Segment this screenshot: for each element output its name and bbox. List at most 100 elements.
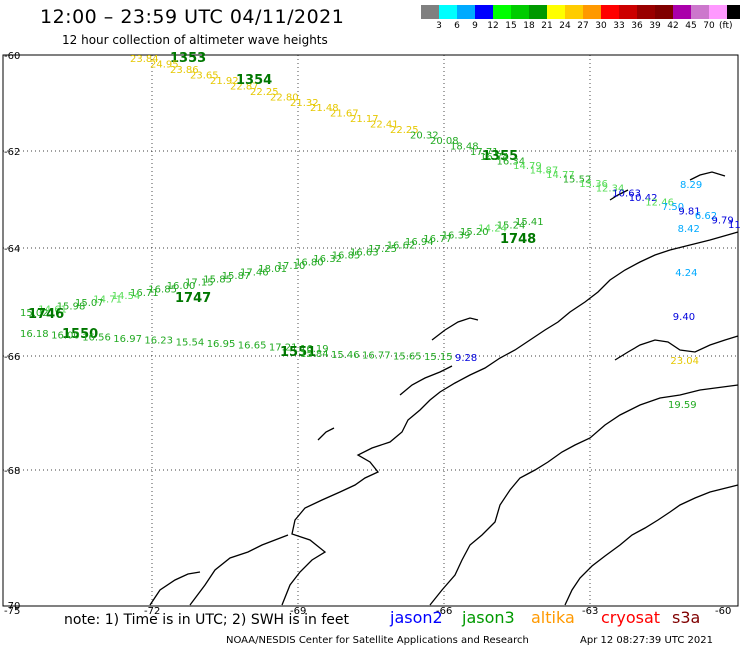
- wave-height-value: 6.62: [695, 211, 717, 222]
- wave-height-value: 17.46: [240, 268, 269, 279]
- wave-height-value: 8.29: [680, 180, 702, 191]
- pass-number-label: 1550: [62, 327, 98, 342]
- wave-height-value: 15.65: [393, 351, 422, 362]
- latitude-label: -60: [4, 51, 20, 62]
- color-scale-swatch: [565, 5, 583, 19]
- wave-height-value: 22.41: [370, 120, 399, 131]
- satellite-legend-s3a: s3a: [672, 608, 701, 627]
- wave-height-value: 15.52: [563, 175, 592, 186]
- pass-number-label: 1747: [175, 291, 211, 306]
- wave-height-value: 7.50: [662, 202, 684, 213]
- wave-height-value: 23.84: [130, 54, 159, 65]
- wave-height-value: 15.46: [331, 350, 360, 361]
- wave-height-value: 21.92: [210, 76, 239, 87]
- wave-height-value: 16.85: [332, 251, 361, 262]
- color-scale-swatch: [529, 5, 547, 19]
- wave-height-tracks: 135323.8424.9523.8623.6521.9222.8722.252…: [20, 51, 740, 411]
- wave-height-value: 20.32: [410, 131, 439, 142]
- wave-height-value: 10.42: [629, 193, 658, 204]
- wave-height-value: 17.21: [269, 342, 298, 353]
- longitude-labels: -75 -72 -69 -66 -63 -60: [4, 606, 731, 617]
- color-scale-swatch: [619, 5, 637, 19]
- wave-height-value: 16.00: [51, 331, 80, 342]
- latitude-label: -66: [4, 352, 20, 363]
- wave-height-value: 16.00: [167, 281, 196, 292]
- wave-height-value: 9.81: [678, 206, 700, 217]
- color-scale-label: 6: [454, 21, 460, 31]
- pass-number-label: 1353: [170, 51, 206, 66]
- color-scale-swatch: [439, 5, 457, 19]
- wave-height-value: 20.08: [430, 136, 459, 147]
- longitude-label: -66: [436, 606, 452, 617]
- longitude-label: -72: [144, 606, 160, 617]
- wave-height-value: 14.87: [530, 166, 559, 177]
- latitude-labels: -60 -62 -64 -66 -68 -70: [4, 51, 20, 612]
- wave-height-value: 14.71: [93, 295, 122, 306]
- wave-height-value: 17.15: [185, 278, 214, 289]
- color-scale-swatch: [727, 5, 740, 19]
- longitude-label: -63: [582, 606, 598, 617]
- color-scale-label: 27: [577, 21, 589, 31]
- wave-height-value: 16.23: [144, 336, 173, 347]
- wave-height-value: 15.15: [424, 352, 453, 363]
- color-scale-labels: 3 6 9 12 15 18 21 24 27 30 33 36 39 42 45 70: [421, 21, 718, 31]
- wave-height-value: 16.32: [313, 254, 342, 265]
- wave-height-value: 15.84: [300, 349, 329, 360]
- color-scale-swatch: [673, 5, 691, 19]
- wave-height-value: 22.87: [230, 81, 259, 92]
- wave-height-value: 16.65: [238, 341, 267, 352]
- wave-height-value: 16.85: [148, 284, 177, 295]
- satellite-legend-jason2: jason2: [390, 608, 443, 627]
- wave-height-value: 9.79: [712, 216, 734, 227]
- wave-height-value: 24.95: [150, 60, 179, 71]
- wave-height-value: 21.48: [310, 103, 339, 114]
- credit-line: NOAA/NESDIS Center for Satellite Applica…: [226, 635, 529, 646]
- footnote: note: 1) Time is in UTC; 2) SWH is in fe…: [64, 612, 350, 628]
- wave-height-value: 16.39: [442, 231, 471, 242]
- timestamp: Apr 12 08:27:39 UTC 2021: [580, 635, 713, 646]
- wave-height-value: 16.34: [497, 157, 526, 168]
- color-scale-swatch: [475, 5, 493, 19]
- wave-height-value: 9.28: [455, 353, 477, 364]
- color-scale-label: 42: [667, 21, 679, 31]
- wave-height-value: 10.63: [612, 188, 641, 199]
- color-scale-label: 36: [631, 21, 643, 31]
- color-scale-swatch: [421, 5, 439, 19]
- color-scale-label: 12: [487, 21, 499, 31]
- color-scale-bar: [421, 5, 740, 19]
- latitude-label: -64: [4, 244, 20, 255]
- wave-height-value: 15.02: [20, 308, 49, 319]
- wave-height-value: 15.24: [497, 220, 526, 231]
- longitude-label: -75: [4, 606, 20, 617]
- wave-height-value: 22.25: [250, 87, 279, 98]
- longitude-label: -69: [290, 606, 306, 617]
- wave-height-value: 16.77: [423, 234, 452, 245]
- color-scale-swatch: [637, 5, 655, 19]
- wave-height-value: 21.67: [330, 109, 359, 120]
- color-scale-swatch: [583, 5, 601, 19]
- wave-height-value: 17.10: [277, 261, 306, 272]
- color-scale-swatch: [493, 5, 511, 19]
- wave-height-value: 16.18: [20, 329, 49, 340]
- pass-number-label: 1551: [280, 345, 316, 360]
- wave-height-value: 16.74: [480, 152, 509, 163]
- wave-height-value: 16.94: [405, 237, 434, 248]
- wave-height-value: 14.54: [112, 291, 141, 302]
- color-scale-swatch: [457, 5, 475, 19]
- wave-height-value: 21.32: [290, 98, 319, 109]
- wave-height-value: 16.80: [295, 257, 324, 268]
- color-scale-label: 9: [472, 21, 478, 31]
- wave-height-value: 15.98: [57, 301, 86, 312]
- wave-height-value: 14.79: [513, 161, 542, 172]
- wave-height-value: 17.25: [368, 244, 397, 255]
- wave-height-value: 16.56: [82, 332, 111, 343]
- color-scale-swatch: [601, 5, 619, 19]
- color-scale-swatch: [691, 5, 709, 19]
- color-scale-swatch: [709, 5, 727, 19]
- color-scale-label: 39: [649, 21, 661, 31]
- wave-height-value: 14.24: [478, 224, 507, 235]
- color-scale-label: 21: [541, 21, 553, 31]
- wave-height-value: 12.46: [645, 197, 674, 208]
- pass-number-label: 1746: [28, 307, 64, 322]
